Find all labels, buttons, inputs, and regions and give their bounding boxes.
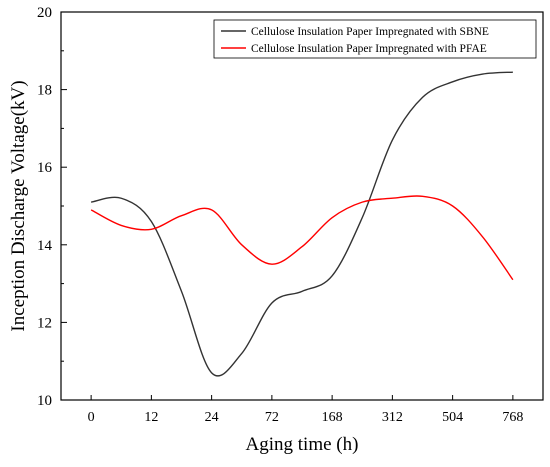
series-line-1 — [91, 71, 513, 377]
x-tick-label: 168 — [322, 410, 343, 425]
y-tick-label: 14 — [37, 238, 53, 254]
x-tick-label: 0 — [88, 410, 95, 425]
series-line-2 — [90, 195, 514, 281]
y-tick-label: 18 — [37, 83, 52, 99]
y-tick-label: 12 — [37, 315, 52, 331]
x-tick-label: 504 — [442, 410, 463, 425]
legend-box — [213, 19, 537, 59]
plot-frame — [60, 11, 544, 401]
legend: Cellulose Insulation Paper Impregnated w… — [213, 19, 537, 59]
legend-label-2: Cellulose Insulation Paper Impregnated w… — [251, 43, 487, 55]
y-tick-label: 10 — [37, 393, 52, 409]
x-tick-label: 72 — [265, 410, 279, 425]
series-layer — [90, 71, 514, 377]
axis-ticks: 0 12 24 72 168 312 504 768 10 12 14 16 18 20 — [37, 5, 523, 425]
x-tick-label: 768 — [502, 410, 523, 425]
x-axis-label: Aging time (h) — [246, 434, 359, 455]
x-tick-label: 24 — [205, 410, 219, 425]
x-tick-label: 312 — [382, 410, 403, 425]
legend-label-1: Cellulose Insulation Paper Impregnated w… — [251, 26, 489, 38]
y-tick-label: 16 — [37, 160, 53, 176]
x-tick-label: 12 — [144, 410, 158, 425]
y-tick-label: 20 — [37, 5, 52, 21]
y-axis-label: Inception Discharge Voltage(kV) — [8, 80, 29, 331]
